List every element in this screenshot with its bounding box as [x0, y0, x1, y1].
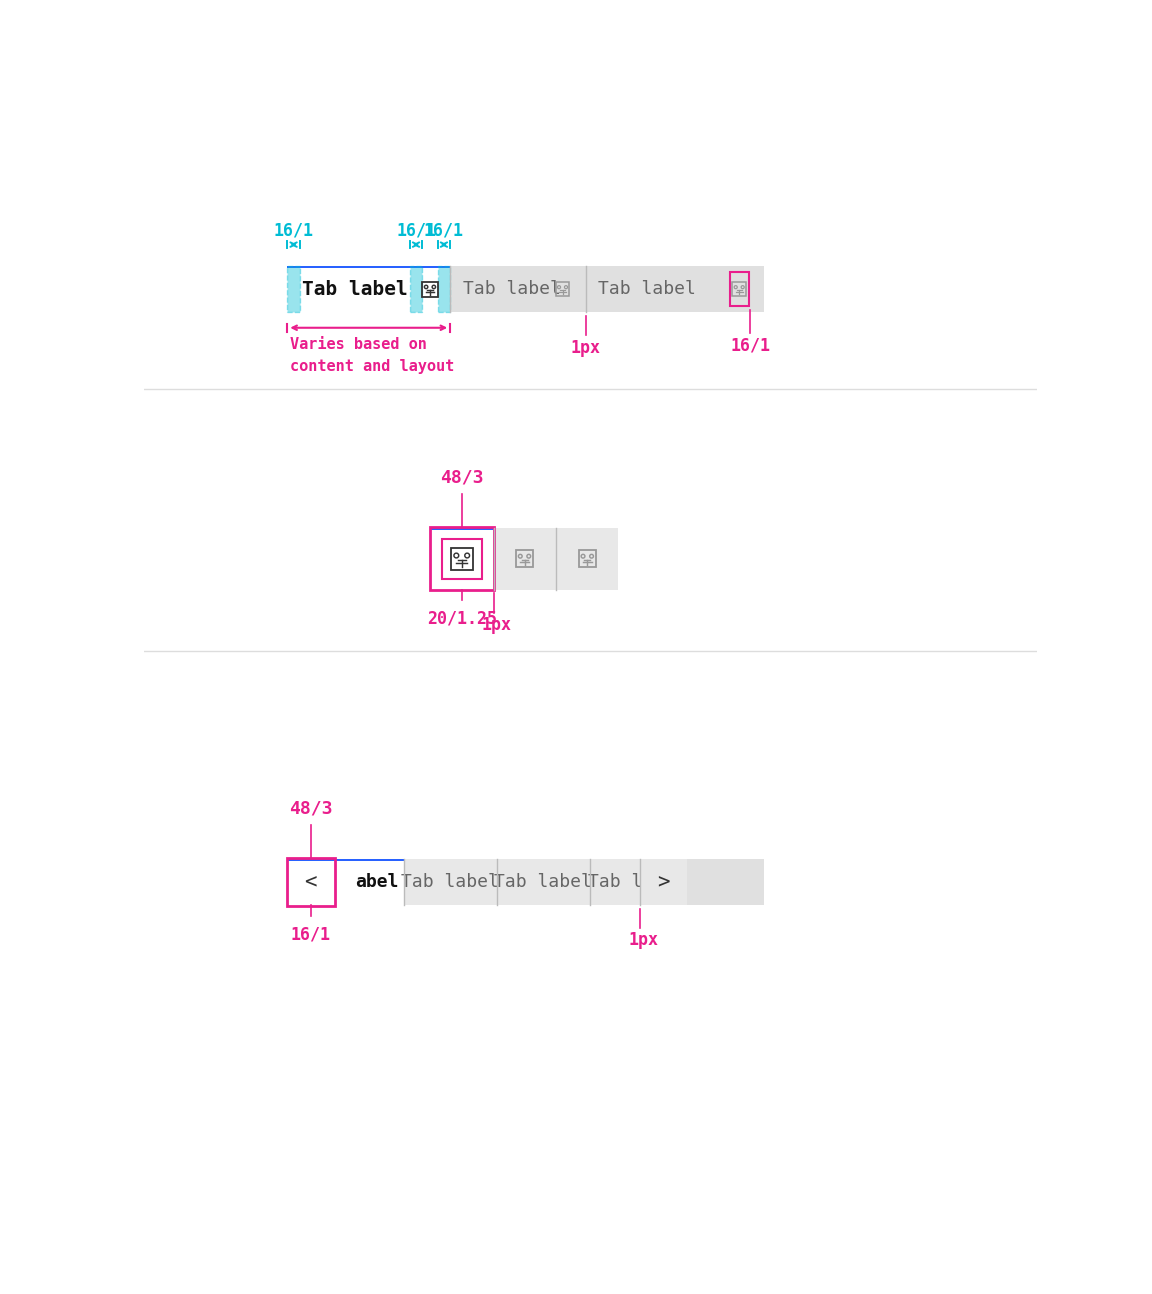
Text: 16/1: 16/1 — [396, 221, 435, 239]
Text: Tab l: Tab l — [588, 873, 642, 892]
Text: 48/3: 48/3 — [440, 468, 484, 487]
Bar — [450, 547, 472, 569]
Bar — [287, 859, 334, 862]
Bar — [733, 282, 746, 296]
Text: Varies based on
content and layout: Varies based on content and layout — [290, 336, 455, 374]
Bar — [287, 859, 764, 906]
Text: abel: abel — [356, 873, 399, 892]
Bar — [431, 528, 493, 531]
Bar — [287, 267, 300, 312]
Text: <: < — [304, 872, 317, 892]
Bar — [430, 527, 493, 590]
Bar — [334, 859, 403, 862]
Bar — [590, 859, 641, 906]
Text: Tab label: Tab label — [494, 873, 592, 892]
Text: 1px: 1px — [570, 339, 600, 357]
Bar — [287, 859, 334, 906]
Text: 16/1: 16/1 — [290, 925, 331, 943]
Text: 1px: 1px — [628, 932, 658, 950]
Bar — [641, 859, 687, 906]
Text: 1px: 1px — [482, 616, 511, 634]
Text: Tab label: Tab label — [598, 281, 696, 298]
Bar — [403, 859, 497, 906]
Bar — [423, 282, 438, 296]
Bar — [555, 282, 569, 296]
Bar — [578, 550, 596, 567]
Text: 16/1: 16/1 — [273, 221, 313, 239]
Bar — [410, 267, 423, 312]
Bar — [438, 267, 450, 312]
Bar — [431, 528, 619, 590]
Text: 20/1.25: 20/1.25 — [426, 609, 497, 628]
Text: Tab label: Tab label — [302, 280, 408, 299]
Text: Tab label: Tab label — [462, 281, 560, 298]
Text: Tab label: Tab label — [401, 873, 499, 892]
Bar — [287, 267, 450, 268]
Bar — [493, 528, 555, 590]
Bar — [287, 858, 334, 906]
Bar — [730, 272, 749, 307]
Bar — [497, 859, 590, 906]
Bar — [287, 267, 764, 312]
Bar — [431, 528, 493, 590]
Bar — [287, 267, 450, 312]
Text: 16/1: 16/1 — [730, 336, 770, 355]
Bar — [516, 550, 533, 567]
Bar — [441, 538, 482, 578]
Text: 48/3: 48/3 — [289, 800, 333, 818]
Text: >: > — [657, 872, 669, 892]
Bar — [334, 859, 403, 906]
Bar — [556, 528, 619, 590]
Text: 16/1: 16/1 — [424, 221, 464, 239]
